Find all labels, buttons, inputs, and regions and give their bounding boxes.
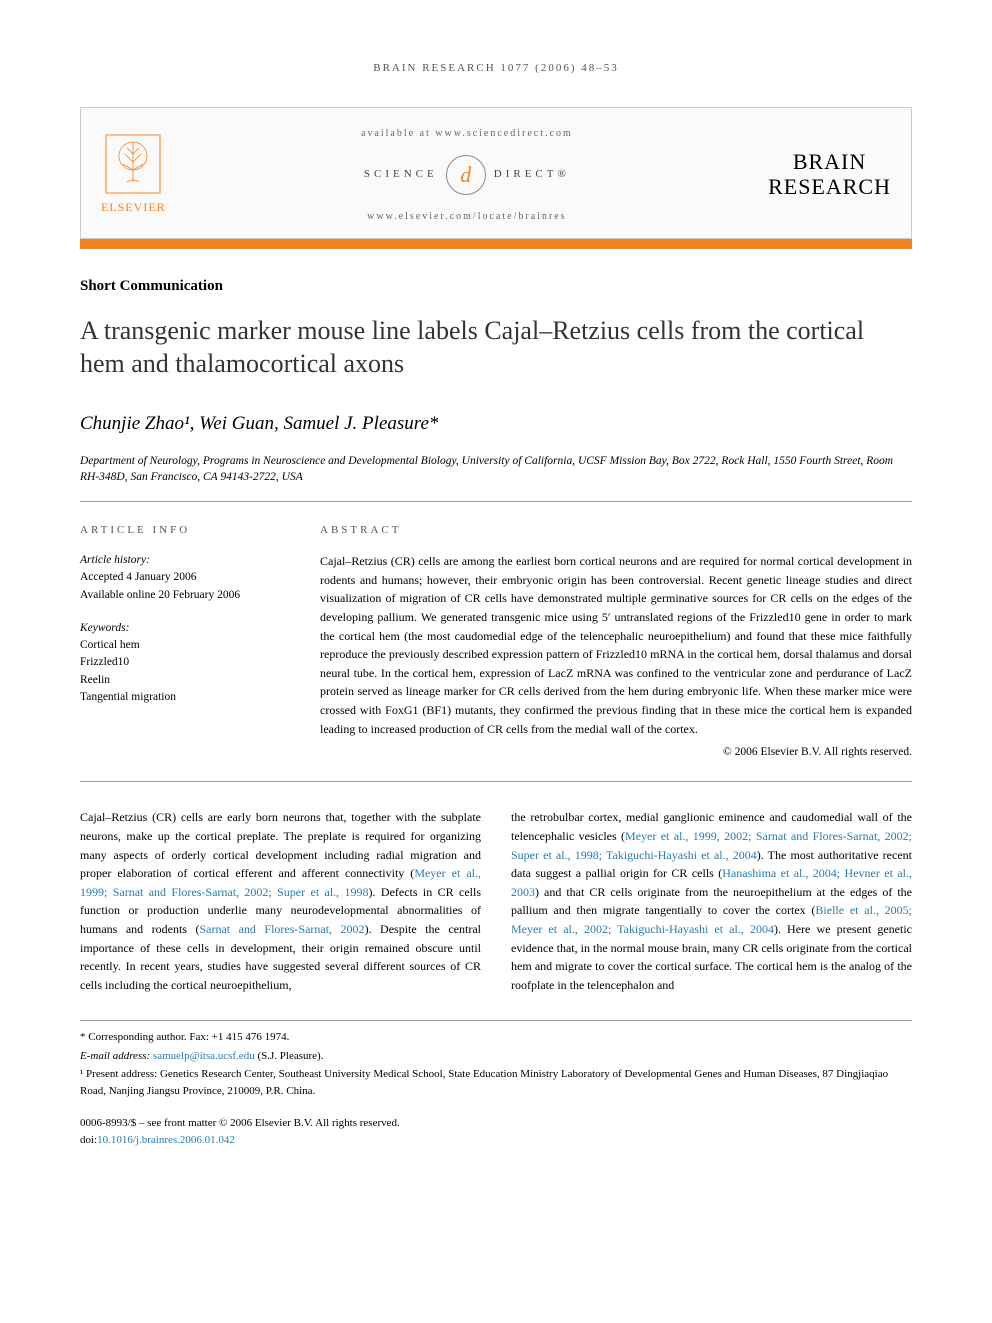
divider xyxy=(80,781,912,782)
article-title: A transgenic marker mouse line labels Ca… xyxy=(80,315,912,380)
sd-right: DIRECT® xyxy=(494,166,570,183)
body-right-column: the retrobulbar cortex, medial ganglioni… xyxy=(511,808,912,994)
email-link[interactable]: samuelp@itsa.ucsf.edu xyxy=(153,1050,255,1062)
doi-link[interactable]: 10.1016/j.brainres.2006.01.042 xyxy=(97,1134,235,1146)
article-info-head: ARTICLE INFO xyxy=(80,522,280,539)
abstract-head: ABSTRACT xyxy=(320,522,912,539)
running-head: BRAIN RESEARCH 1077 (2006) 48–53 xyxy=(80,60,912,77)
email-line: E-mail address: samuelp@itsa.ucsf.edu (S… xyxy=(80,1048,912,1065)
available-text: available at www.sciencedirect.com xyxy=(166,126,768,141)
present-address: ¹ Present address: Genetics Research Cen… xyxy=(80,1066,912,1099)
journal-line2: RESEARCH xyxy=(768,175,891,199)
authors: Chunjie Zhao¹, Wei Guan, Samuel J. Pleas… xyxy=(80,410,912,439)
keyword: Reelin xyxy=(80,672,280,689)
sd-d-icon: d xyxy=(446,155,486,195)
citation-link[interactable]: Sarnat and Flores-Sarnat, 2002 xyxy=(199,922,364,936)
abstract-column: ABSTRACT Cajal–Retzius (CR) cells are am… xyxy=(320,522,912,762)
journal-logo: BRAIN RESEARCH xyxy=(768,150,891,198)
sciencedirect-logo: SCIENCE d DIRECT® xyxy=(166,155,768,195)
abstract-text: Cajal–Retzius (CR) cells are among the e… xyxy=(320,552,912,738)
corresponding-author: * Corresponding author. Fax: +1 415 476 … xyxy=(80,1029,912,1046)
footnotes: * Corresponding author. Fax: +1 415 476 … xyxy=(80,1020,912,1099)
email-suffix: (S.J. Pleasure). xyxy=(255,1050,324,1062)
article-info-column: ARTICLE INFO Article history: Accepted 4… xyxy=(80,522,280,762)
doi-label: doi: xyxy=(80,1134,97,1146)
locate-url: www.elsevier.com/locate/brainres xyxy=(166,209,768,224)
affiliation: Department of Neurology, Programs in Neu… xyxy=(80,453,912,485)
body-left-column: Cajal–Retzius (CR) cells are early born … xyxy=(80,808,481,994)
abstract-copyright: © 2006 Elsevier B.V. All rights reserved… xyxy=(320,744,912,761)
orange-bar xyxy=(80,239,912,249)
keyword: Frizzled10 xyxy=(80,654,280,671)
journal-line1: BRAIN xyxy=(768,150,891,174)
tree-icon xyxy=(105,134,161,194)
accepted-date: Accepted 4 January 2006 xyxy=(80,569,280,586)
publisher-header: ELSEVIER available at www.sciencedirect.… xyxy=(80,107,912,239)
footer-meta: 0006-8993/$ – see front matter © 2006 El… xyxy=(80,1115,912,1148)
issn-line: 0006-8993/$ – see front matter © 2006 El… xyxy=(80,1115,912,1132)
keywords-label: Keywords: xyxy=(80,620,280,637)
online-date: Available online 20 February 2006 xyxy=(80,587,280,604)
elsevier-logo: ELSEVIER xyxy=(101,134,166,216)
history-label: Article history: xyxy=(80,552,280,569)
article-type: Short Communication xyxy=(80,275,912,298)
elsevier-text: ELSEVIER xyxy=(101,198,166,216)
keyword: Cortical hem xyxy=(80,637,280,654)
sd-left: SCIENCE xyxy=(364,166,438,183)
email-label: E-mail address: xyxy=(80,1050,153,1062)
keyword: Tangential migration xyxy=(80,689,280,706)
